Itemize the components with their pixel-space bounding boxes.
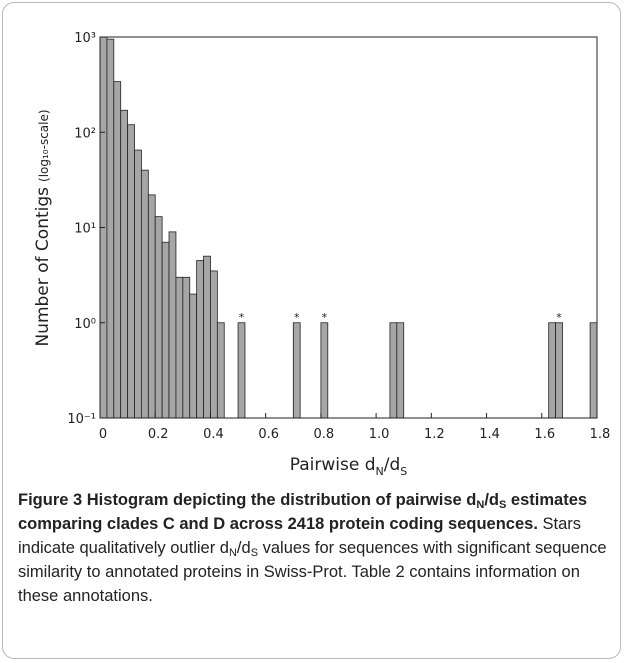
caption-title-part: estimates comparing clades C and D acros…	[18, 491, 588, 533]
star-annotation: *	[294, 311, 300, 324]
x-axis-label-part: Pairwise d	[290, 455, 376, 475]
bar	[189, 293, 198, 419]
caption-title-part: Figure 3 Histogram depicting the distrib…	[18, 491, 477, 509]
x-tick-label: 1.4	[479, 427, 500, 442]
bar	[168, 231, 177, 419]
bar	[113, 81, 122, 419]
y-axis-label: Number of Contigs (log₁₀-scale)	[33, 109, 53, 346]
star-annotation: *	[556, 311, 562, 324]
y-axis-label-main: Number of Contigs	[33, 187, 53, 347]
x-tick-label: 0.6	[258, 427, 279, 442]
caption-text: Stars indicate qualitatively outlier dN/…	[18, 515, 607, 605]
x-tick-label: 1.2	[424, 427, 445, 442]
bar	[161, 241, 170, 419]
star-annotation: *	[239, 311, 245, 324]
bar	[216, 322, 225, 419]
caption-text-part: Stars indicate qualitatively outlier d	[18, 515, 582, 557]
bar	[292, 322, 301, 419]
bar	[589, 322, 598, 419]
x-tick-label: 1.0	[369, 427, 390, 442]
bar	[120, 109, 129, 419]
x-tick-label: 1.6	[534, 427, 555, 442]
x-axis-label-part: S	[400, 465, 407, 478]
bar	[175, 276, 184, 419]
star-annotation: *	[322, 311, 328, 324]
chart: * * * * 10⁻¹ 10⁰ 10¹ 10² 10³ 0 0.2 0.4 0.6 0.8 1.0 1.2 1…	[33, 31, 611, 478]
y-tick-label: 10²	[74, 126, 96, 141]
caption-text-part: values for sequences with significant se…	[18, 539, 607, 605]
bar	[134, 149, 142, 419]
caption-title: Figure 3 Histogram depicting the distrib…	[18, 491, 587, 533]
caption-text-part: N	[228, 547, 237, 559]
caption-title-part: N	[476, 499, 485, 511]
y-tick-label: 10⁻¹	[67, 412, 96, 427]
x-tick-label: 0.4	[203, 427, 224, 442]
x-tick-label: 0	[99, 427, 107, 442]
bar	[320, 322, 329, 419]
caption: Figure 3 Histogram depicting the distrib…	[18, 488, 608, 608]
bar	[396, 322, 405, 419]
y-tick-label: 10¹	[74, 222, 96, 237]
y-axis-label-note: (log₁₀-scale)	[37, 109, 51, 182]
bar	[147, 194, 156, 419]
x-axis-label: Pairwise dN/dS	[290, 455, 408, 478]
caption-text-part: S	[250, 547, 259, 559]
bar	[203, 255, 211, 419]
caption-text-part: /d	[236, 539, 251, 557]
bar	[237, 322, 246, 419]
x-tick-label: 1.8	[590, 427, 611, 442]
bar	[548, 322, 556, 419]
bar	[389, 322, 398, 419]
x-axis-label-part: N	[376, 465, 384, 478]
bar	[154, 216, 163, 419]
y-tick-label: 10⁰	[74, 317, 96, 332]
bar	[182, 276, 191, 419]
x-tick-label: 0.2	[148, 427, 169, 442]
y-tick-label: 10³	[74, 31, 96, 46]
caption-title-part: S	[499, 499, 507, 511]
bar	[210, 270, 218, 419]
bar	[127, 124, 135, 419]
bar	[555, 322, 563, 419]
x-tick-label: 0.8	[314, 427, 335, 442]
caption-title-part: /d	[484, 491, 499, 509]
bar	[196, 260, 204, 419]
bar	[141, 169, 149, 419]
x-axis-label-part: /d	[384, 455, 401, 475]
bar	[106, 38, 115, 419]
